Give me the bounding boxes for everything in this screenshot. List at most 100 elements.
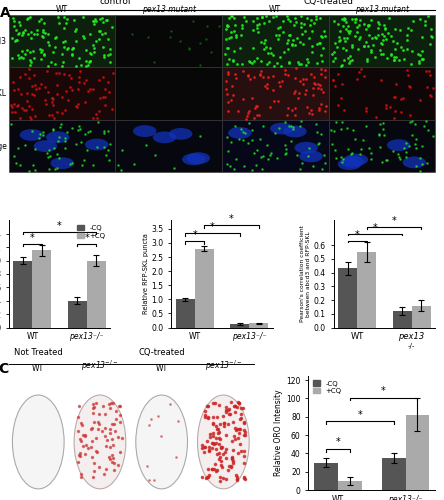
Point [223, 132, 230, 140]
Point [317, 14, 324, 22]
Point [215, 434, 222, 442]
Point [47, 152, 54, 160]
Point [257, 70, 264, 78]
Point [10, 86, 17, 94]
Point [75, 54, 82, 62]
Point [383, 156, 390, 164]
Point [293, 64, 300, 72]
Point [225, 44, 232, 52]
Point [400, 94, 407, 102]
Legend: -CQ, +CQ: -CQ, +CQ [75, 224, 107, 240]
Point [332, 82, 339, 90]
Point [225, 404, 232, 412]
Point [315, 106, 322, 114]
Text: Abcd3: Abcd3 [0, 36, 7, 46]
Point [70, 44, 77, 52]
Point [240, 162, 247, 170]
Bar [382, 458, 406, 490]
Point [263, 80, 270, 88]
Point [102, 410, 109, 418]
Point [356, 33, 363, 41]
Point [46, 42, 53, 50]
Point [206, 430, 214, 438]
Point [233, 33, 240, 41]
Point [266, 104, 274, 112]
Point [13, 36, 20, 44]
Point [253, 102, 260, 110]
Point [390, 56, 397, 64]
Point [241, 447, 248, 455]
Point [222, 78, 230, 86]
Point [108, 458, 115, 466]
Point [226, 462, 233, 469]
Point [392, 45, 399, 53]
Point [68, 86, 75, 94]
Point [34, 30, 41, 38]
Point [102, 442, 109, 450]
Point [229, 56, 236, 64]
Bar [329, 68, 435, 120]
Point [343, 26, 350, 34]
Point [250, 26, 257, 34]
Point [377, 120, 384, 128]
Point [339, 156, 346, 164]
Point [381, 131, 388, 139]
Point [423, 160, 430, 168]
Point [293, 34, 301, 42]
Point [349, 41, 356, 49]
Ellipse shape [387, 140, 410, 151]
Point [88, 424, 95, 432]
Point [36, 46, 44, 54]
Point [284, 45, 291, 53]
Text: pex13$^{-/-}$: pex13$^{-/-}$ [81, 359, 119, 374]
Point [381, 32, 388, 40]
Point [345, 26, 352, 34]
Ellipse shape [46, 132, 69, 143]
Point [423, 82, 430, 90]
Point [298, 30, 305, 38]
Point [213, 466, 220, 474]
Point [69, 46, 76, 54]
Point [228, 28, 235, 36]
Bar [68, 301, 87, 328]
Point [88, 438, 95, 446]
Point [279, 28, 286, 36]
Point [282, 148, 289, 156]
Point [101, 432, 108, 440]
Point [358, 144, 365, 152]
Point [103, 16, 110, 24]
Ellipse shape [270, 122, 293, 134]
Point [103, 151, 110, 159]
Point [278, 62, 285, 70]
Point [10, 100, 17, 108]
Point [116, 418, 123, 426]
Point [412, 144, 420, 152]
Point [274, 34, 281, 42]
Point [388, 51, 395, 59]
Point [253, 146, 260, 154]
Point [360, 20, 367, 28]
Point [99, 426, 106, 434]
Point [317, 80, 324, 88]
Point [95, 425, 102, 433]
Point [105, 156, 112, 164]
Point [420, 122, 428, 130]
Point [356, 21, 363, 29]
Point [246, 58, 253, 66]
Point [241, 459, 248, 467]
Point [419, 55, 426, 63]
Point [222, 408, 230, 416]
Point [240, 474, 247, 482]
Point [267, 48, 274, 56]
Point [92, 434, 99, 442]
Point [314, 140, 321, 148]
Point [215, 440, 222, 448]
Point [201, 407, 208, 415]
Point [246, 118, 253, 126]
Point [167, 27, 174, 35]
Point [219, 412, 226, 420]
Point [318, 51, 325, 59]
Point [108, 23, 115, 31]
Point [365, 21, 372, 29]
Point [29, 160, 36, 168]
